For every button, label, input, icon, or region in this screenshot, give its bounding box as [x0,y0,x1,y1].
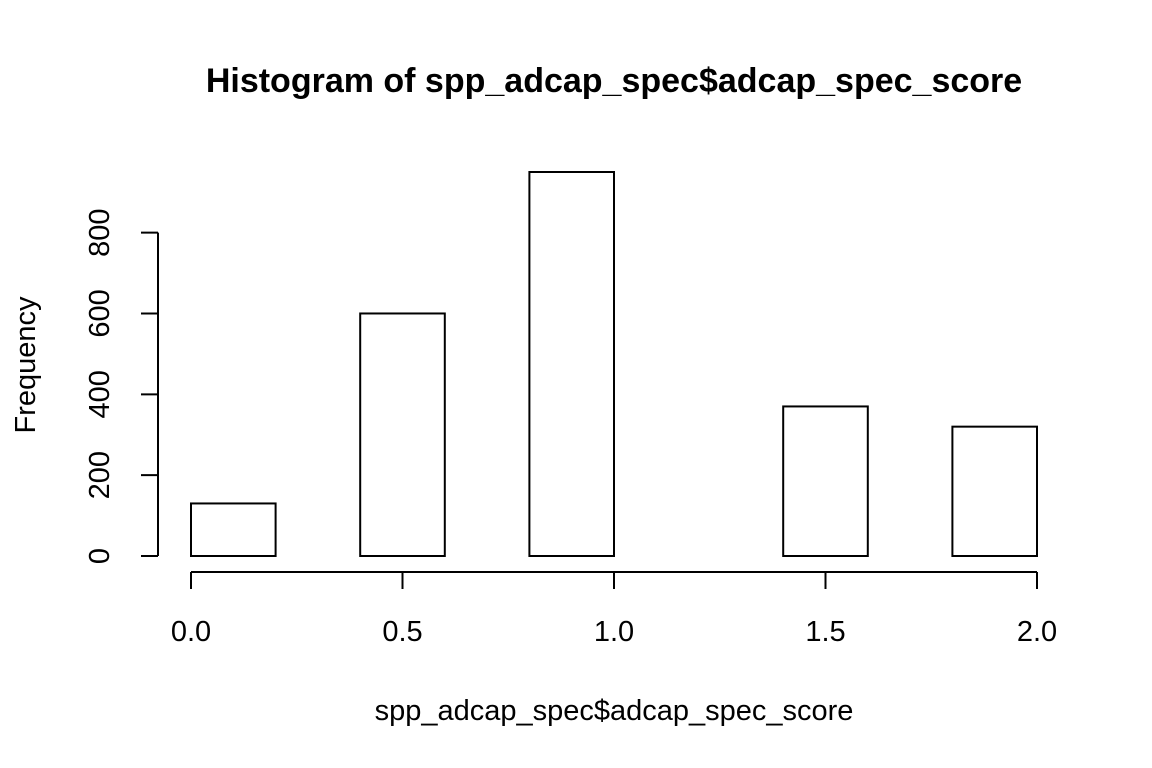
y-tick-label-2: 400 [84,370,116,418]
histogram-bar-0 [190,502,277,558]
y-axis-label: Frequency [10,296,42,434]
histogram-bar-7 [782,405,869,557]
histogram-bar-9 [951,425,1039,557]
y-tick-label-1: 200 [84,451,116,499]
chart-title: Histogram of spp_adcap_spec$adcap_spec_s… [206,62,1022,100]
y-tick-label-4: 800 [84,208,116,256]
x-tick-label-2: 1.0 [594,616,634,648]
y-tick-label-3: 600 [84,289,116,337]
x-tick-label-3: 1.5 [805,616,845,648]
x-axis: 0.0 0.5 1.0 1.5 2.0 [171,571,1057,648]
x-tick-label-0: 0.0 [171,616,211,648]
histogram-bar-4 [528,171,616,557]
bars-group [190,171,1039,558]
x-axis-label: spp_adcap_spec$adcap_spec_score [375,695,854,727]
x-tick-label-1: 0.5 [382,616,422,648]
y-tick-label-0: 0 [84,548,116,564]
y-axis: 0 200 400 600 800 [84,208,159,564]
x-tick-label-4: 2.0 [1017,616,1057,648]
histogram-bar-2 [359,312,446,558]
